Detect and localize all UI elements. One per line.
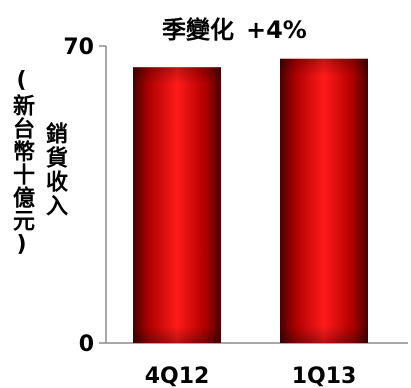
y-tick-label: 0 [79, 332, 94, 357]
y-axis-label: 銷貨收入 [42, 122, 67, 218]
y-tick-label: 70 [63, 35, 94, 60]
chart-title-change: +4% [246, 16, 307, 44]
x-tick-label: 1Q13 [292, 364, 357, 388]
tick-labels: 0 70 4Q12 1Q13 [63, 35, 356, 388]
bar-shade [133, 67, 221, 343]
y-axis-unit-label: (新台幣十億元) [9, 68, 34, 258]
x-tick-label: 4Q12 [145, 364, 210, 388]
chart-title: 季變化 +4% [162, 10, 307, 45]
bar-shade [280, 58, 368, 343]
chart-title-text: 季變化 [162, 16, 234, 44]
bars [133, 58, 368, 343]
bar-group [133, 67, 221, 343]
bar-group [280, 58, 368, 343]
